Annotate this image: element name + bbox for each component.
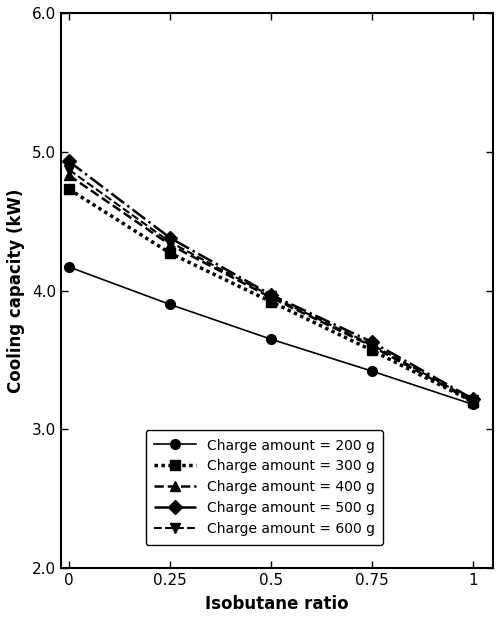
Line: Charge amount = 200 g: Charge amount = 200 g xyxy=(64,262,478,409)
Charge amount = 600 g xyxy=(369,341,375,348)
Charge amount = 200 g xyxy=(470,401,476,408)
Charge amount = 600 g xyxy=(66,166,72,174)
Charge amount = 300 g xyxy=(66,185,72,193)
Y-axis label: Cooling capacity (kW): Cooling capacity (kW) xyxy=(7,188,25,393)
Charge amount = 300 g xyxy=(470,398,476,405)
Charge amount = 500 g xyxy=(167,234,173,242)
X-axis label: Isobutane ratio: Isobutane ratio xyxy=(205,595,349,613)
Charge amount = 300 g xyxy=(167,249,173,257)
Charge amount = 400 g xyxy=(167,241,173,249)
Line: Charge amount = 500 g: Charge amount = 500 g xyxy=(64,157,478,404)
Charge amount = 500 g xyxy=(369,339,375,346)
Charge amount = 200 g xyxy=(66,264,72,271)
Charge amount = 600 g xyxy=(470,397,476,404)
Line: Charge amount = 400 g: Charge amount = 400 g xyxy=(64,170,478,407)
Charge amount = 300 g xyxy=(268,298,274,306)
Charge amount = 500 g xyxy=(66,157,72,165)
Charge amount = 200 g xyxy=(167,301,173,308)
Legend: Charge amount = 200 g, Charge amount = 300 g, Charge amount = 400 g, Charge amou: Charge amount = 200 g, Charge amount = 3… xyxy=(146,430,383,544)
Charge amount = 500 g xyxy=(470,395,476,402)
Charge amount = 400 g xyxy=(66,172,72,179)
Line: Charge amount = 600 g: Charge amount = 600 g xyxy=(64,165,478,405)
Charge amount = 600 g xyxy=(268,293,274,300)
Charge amount = 400 g xyxy=(268,294,274,301)
Charge amount = 300 g xyxy=(369,347,375,354)
Charge amount = 200 g xyxy=(268,335,274,343)
Charge amount = 400 g xyxy=(470,398,476,405)
Line: Charge amount = 300 g: Charge amount = 300 g xyxy=(64,184,478,407)
Charge amount = 600 g xyxy=(167,238,173,246)
Charge amount = 400 g xyxy=(369,342,375,350)
Charge amount = 500 g xyxy=(268,291,274,298)
Charge amount = 200 g xyxy=(369,368,375,375)
